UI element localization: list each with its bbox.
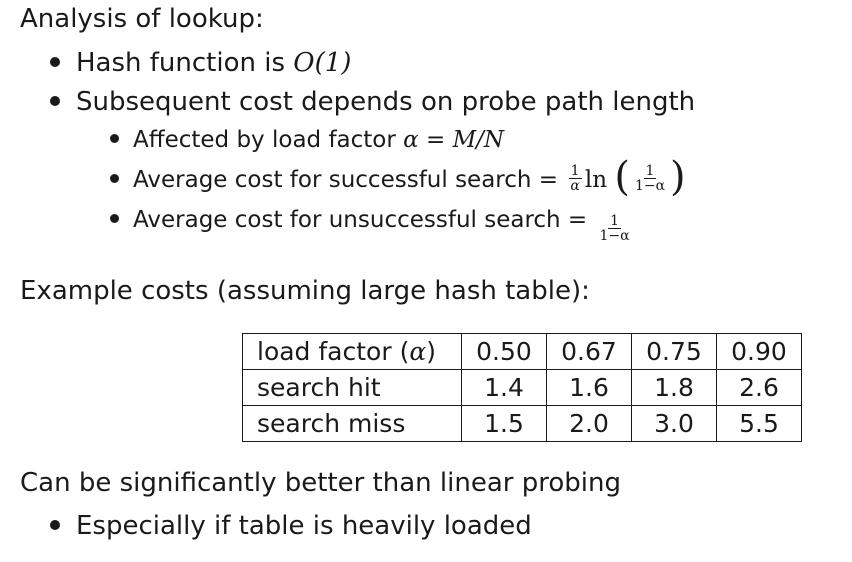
sub-bullet-text: Affected by load factor	[133, 127, 404, 153]
table-cell: 0.90	[716, 333, 802, 370]
alpha-symbol: α	[409, 337, 427, 366]
table-cell: 0.67	[546, 333, 632, 370]
load-factor-math: α = M/N	[403, 127, 504, 153]
table-cell: 1.5	[461, 405, 547, 442]
bullet-text: Hash function is	[76, 48, 294, 78]
cost-table: load factor (α) 0.50 0.67 0.75 0.90 sear…	[242, 333, 802, 442]
bullet-text: Subsequent cost depends on probe path le…	[76, 87, 696, 117]
big-o-math: O(1)	[293, 48, 352, 78]
frac-numerator: 1	[568, 163, 582, 179]
sub-bullet-text: Average cost for unsuccessful search =	[133, 207, 595, 233]
bullet-dot	[50, 56, 60, 67]
frac-denominator: 1−α	[634, 178, 666, 194]
heading-analysis: Analysis of lookup:	[20, 4, 264, 34]
header-label-cell: load factor (α)	[242, 333, 462, 370]
heading-example-costs: Example costs (assuming large hash table…	[20, 276, 590, 306]
table-cell: 2.0	[546, 405, 632, 442]
table-cell: 0.75	[631, 333, 717, 370]
bullet-dot	[50, 519, 60, 530]
table-row: search hit 1.4 1.6 1.8 2.6	[242, 369, 802, 406]
header-close-paren: )	[426, 337, 436, 366]
table-cell: 1.6	[546, 369, 632, 406]
header-label: load factor (	[257, 337, 410, 366]
table-cell: 0.50	[461, 333, 547, 370]
table-header-row: load factor (α) 0.50 0.67 0.75 0.90	[242, 333, 802, 370]
fraction-one-over-one-minus-alpha: 1 1−α	[598, 214, 632, 243]
bullet-subsequent-cost: Subsequent cost depends on probe path le…	[50, 86, 695, 118]
bullet-dot	[110, 134, 119, 143]
sub-bullet-load-factor: Affected by load factor α = M/N	[110, 124, 504, 156]
fraction-one-over-one-minus-alpha: 1 1−α	[633, 164, 667, 193]
frac-numerator: 1	[643, 163, 657, 179]
table-cell: 1.4	[461, 369, 547, 406]
bullet-dot	[110, 174, 119, 183]
bullet-hash-function: Hash function is O(1)	[50, 47, 351, 79]
right-paren: )	[670, 153, 686, 200]
heading-comparison: Can be significantly better than linear …	[20, 468, 621, 498]
row-label: search miss	[242, 405, 462, 442]
frac-denominator: α	[570, 178, 580, 194]
table-row: search miss 1.5 2.0 3.0 5.5	[242, 405, 802, 442]
table-cell: 3.0	[631, 405, 717, 442]
table-cell: 1.8	[631, 369, 717, 406]
table-cell: 5.5	[716, 405, 802, 442]
bullet-text: Especially if table is heavily loaded	[76, 511, 532, 541]
bullet-dot	[110, 214, 119, 223]
left-paren: (	[614, 153, 630, 200]
frac-denominator: 1−α	[599, 228, 630, 244]
row-label: search hit	[242, 369, 462, 406]
bullet-dot	[50, 95, 60, 106]
frac-numerator: 1	[608, 213, 622, 229]
sub-bullet-text: Average cost for successful search =	[133, 167, 566, 193]
ln-operator: ln	[584, 167, 608, 193]
bullet-heavily-loaded: Especially if table is heavily loaded	[50, 510, 532, 542]
sub-bullet-unsuccessful: Average cost for unsuccessful search = 1…	[110, 204, 635, 243]
table-cell: 2.6	[716, 369, 802, 406]
